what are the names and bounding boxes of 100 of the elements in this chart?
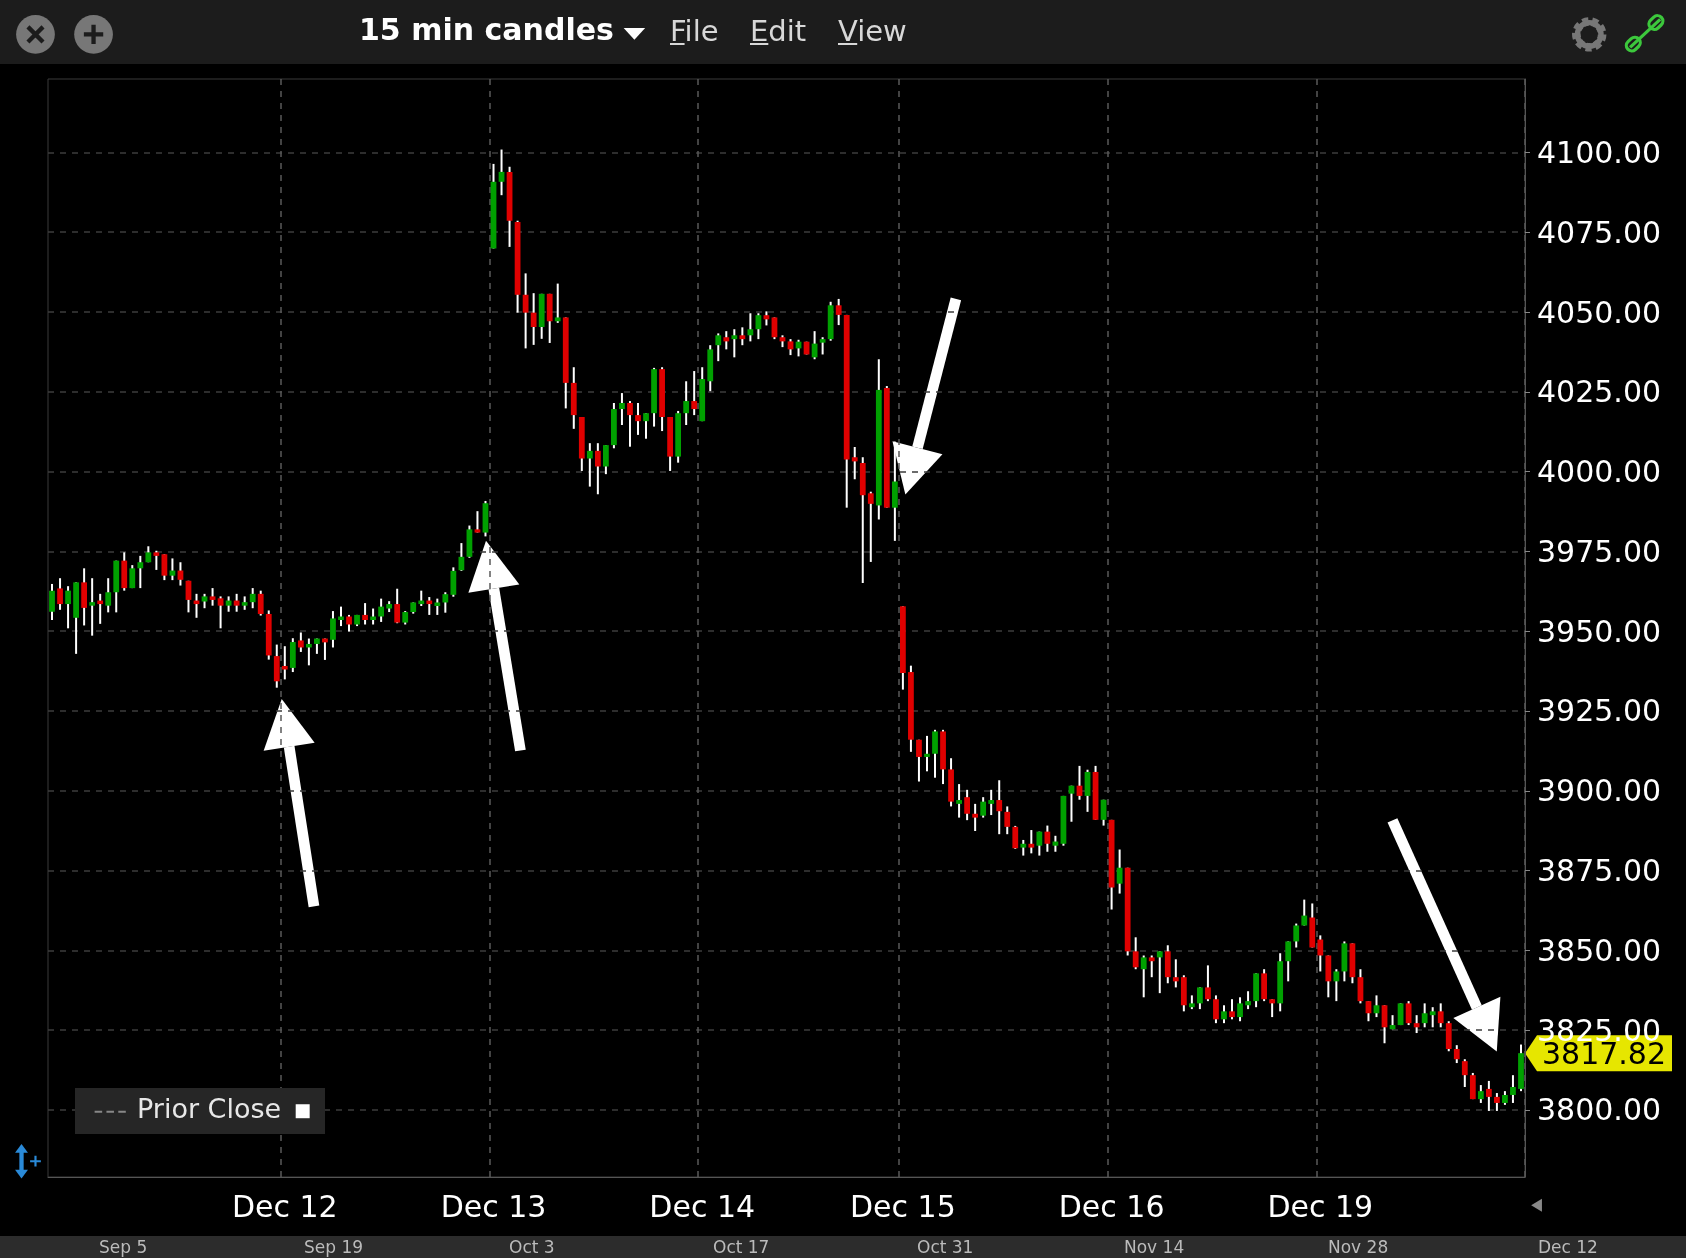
candlestick xyxy=(1421,1002,1428,1029)
text: Sep 19 xyxy=(304,1237,364,1257)
candlestick xyxy=(964,788,970,822)
candlestick xyxy=(1044,824,1051,853)
candlestick xyxy=(619,392,625,426)
candlestick xyxy=(330,610,336,649)
candlestick xyxy=(65,585,71,630)
x-tick-label: Dec 13 xyxy=(440,1188,547,1224)
chart-title: 15 min candles xyxy=(359,12,614,47)
candlestick xyxy=(474,510,481,534)
text: Edit xyxy=(750,14,807,48)
y-tick-label: 3925.00 xyxy=(1537,693,1662,729)
candlestick xyxy=(57,577,63,611)
x-tick-label: Dec 16 xyxy=(1058,1188,1165,1224)
y-tick-label: 3975.00 xyxy=(1537,533,1662,569)
candlestick xyxy=(1012,824,1019,850)
candlestick xyxy=(835,297,842,327)
text: Nov 28 xyxy=(1328,1237,1389,1257)
text: Nov 14 xyxy=(1124,1237,1185,1257)
candlestick xyxy=(1237,996,1243,1023)
candlestick xyxy=(1197,986,1203,1011)
candlestick xyxy=(281,645,288,681)
candlestick xyxy=(378,597,385,623)
candlestick xyxy=(1469,1071,1476,1101)
candlestick xyxy=(1229,998,1235,1021)
candlestick xyxy=(1140,954,1147,999)
candlestick xyxy=(217,595,224,630)
candlestick xyxy=(731,328,738,359)
y-tick-label: 4000.00 xyxy=(1537,454,1662,490)
candlestick xyxy=(1333,968,1340,1003)
candlestick xyxy=(137,554,144,590)
candlestick xyxy=(49,582,55,622)
x-tick-label: Dec 15 xyxy=(850,1188,956,1224)
candlestick xyxy=(594,442,601,496)
candlestick xyxy=(554,282,561,324)
candlestick xyxy=(338,605,344,628)
y-tick-label: 4075.00 xyxy=(1537,214,1662,250)
candlestick xyxy=(1213,994,1219,1025)
text: File xyxy=(670,14,719,48)
candlestick xyxy=(105,577,112,614)
candlestick xyxy=(450,566,457,598)
candlestick xyxy=(603,444,609,476)
candlestick xyxy=(522,272,529,350)
candlestick xyxy=(249,587,256,610)
candlestick xyxy=(1148,954,1155,979)
text: Sep 5 xyxy=(99,1237,148,1257)
candlestick xyxy=(924,734,930,773)
candlestick xyxy=(956,783,962,819)
candlestick xyxy=(1028,829,1035,855)
candlestick xyxy=(153,549,160,571)
candlestick xyxy=(1132,936,1139,971)
y-tick-label: 4050.00 xyxy=(1537,294,1662,330)
candlestick xyxy=(1205,964,1211,1003)
text: Oct 17 xyxy=(713,1237,770,1257)
annotation: Prior Close xyxy=(137,1093,282,1124)
candlestick xyxy=(972,802,979,832)
text: Oct 31 xyxy=(917,1237,974,1257)
candlestick xyxy=(442,591,449,614)
y-tick-label: 3950.00 xyxy=(1537,613,1662,649)
candlestick xyxy=(1172,958,1179,989)
candlestick xyxy=(1156,950,1163,995)
candlestick xyxy=(980,796,987,819)
candlestick xyxy=(394,587,401,625)
candlestick xyxy=(297,631,304,653)
candlestick xyxy=(916,738,922,783)
y-tick-label: 3900.00 xyxy=(1537,773,1662,809)
candlestick xyxy=(1437,1002,1444,1029)
candlestick xyxy=(747,312,754,343)
candlestick xyxy=(586,442,593,488)
candlestick xyxy=(257,589,264,617)
candlestick xyxy=(715,332,722,363)
candlestick xyxy=(1429,1006,1436,1029)
candlestick xyxy=(932,728,938,779)
candlestick xyxy=(1004,805,1011,836)
text: Oct 3 xyxy=(509,1237,555,1257)
candlestick xyxy=(627,400,633,448)
y-tick-label: 4100.00 xyxy=(1537,134,1662,170)
candlestick xyxy=(635,401,641,436)
candlestick xyxy=(1293,922,1300,949)
y-tick-label: 3800.00 xyxy=(1537,1092,1662,1128)
candlestick xyxy=(89,577,96,637)
y-tick-label: 3850.00 xyxy=(1537,932,1662,968)
y-tick-label: 4025.00 xyxy=(1537,374,1662,410)
candlestick xyxy=(723,330,730,351)
candlestick xyxy=(1116,848,1123,895)
x-tick-label: Dec 19 xyxy=(1267,1188,1374,1224)
text: Dec 12 xyxy=(1538,1237,1598,1257)
candlestick xyxy=(691,370,698,417)
candlestick xyxy=(1510,1074,1516,1104)
candlestick xyxy=(643,412,649,440)
candlestick xyxy=(867,490,874,563)
candlestick xyxy=(1285,940,1292,983)
candlestick xyxy=(305,637,312,667)
candlestick xyxy=(530,292,537,346)
y-tick-label: 3875.00 xyxy=(1537,853,1662,889)
candlestick xyxy=(1301,898,1308,927)
candlestick xyxy=(1317,934,1324,973)
candlestick xyxy=(1461,1058,1468,1088)
candlestick xyxy=(851,446,858,481)
x-tick-label: Dec 14 xyxy=(649,1188,756,1224)
